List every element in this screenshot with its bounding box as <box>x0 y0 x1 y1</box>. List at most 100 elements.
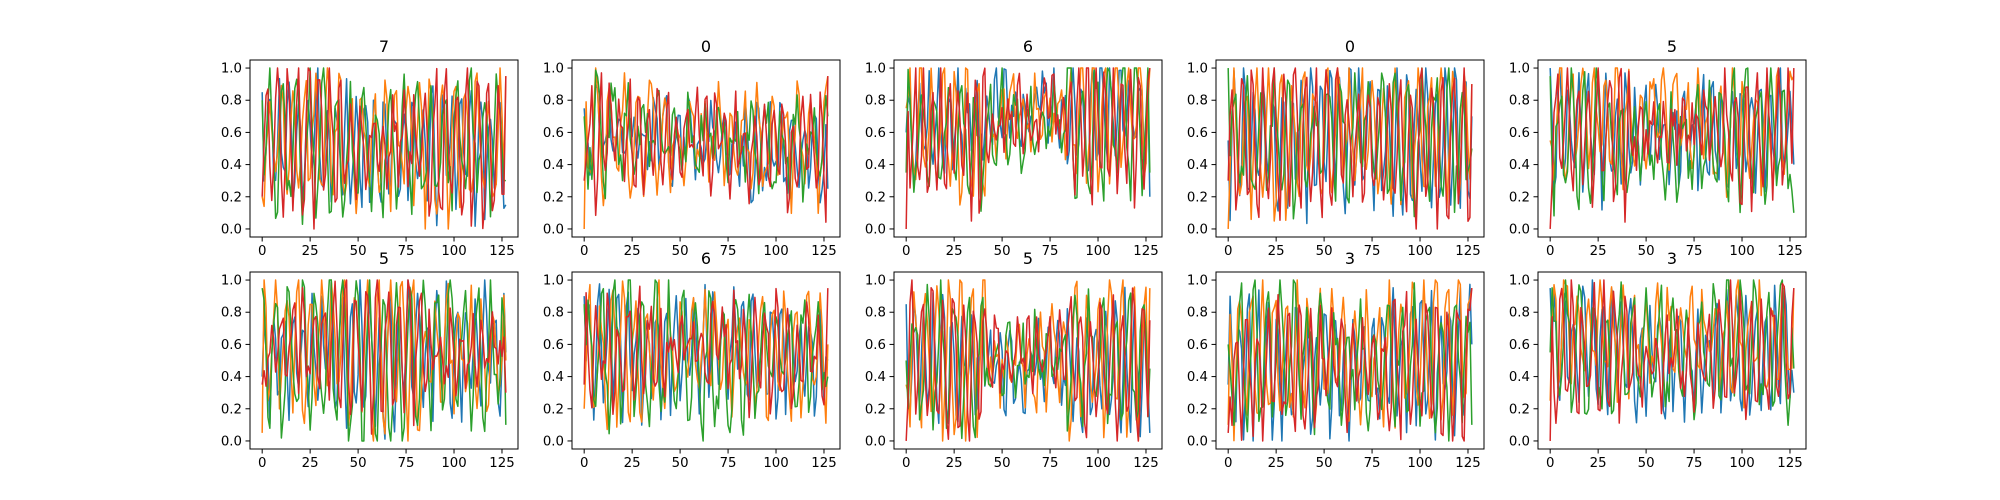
y-tick-label: 0.0 <box>221 222 242 237</box>
y-tick-label: 0.0 <box>1187 434 1208 449</box>
plot-frame <box>1537 59 1807 238</box>
y-tick-label: 0.4 <box>1187 158 1208 173</box>
x-tick-label: 50 <box>350 456 367 471</box>
y-tick-label: 1.0 <box>865 62 886 77</box>
plot-frame <box>571 59 841 238</box>
panel-title: 6 <box>1023 37 1033 56</box>
x-tick-label: 75 <box>1042 456 1059 471</box>
y-tick-label: 0.8 <box>1187 94 1208 109</box>
y-tick-label: 0.2 <box>1187 190 1208 205</box>
y-tick-label: 0.2 <box>865 402 886 417</box>
y-tick-label: 0.2 <box>1509 190 1530 205</box>
x-tick-label: 100 <box>1729 244 1754 259</box>
x-tick-label: 0 <box>1224 456 1232 471</box>
y-tick-label: 0.8 <box>865 306 886 321</box>
y-tick-label: 0.8 <box>221 306 242 321</box>
y-tick-label: 1.0 <box>1187 274 1208 289</box>
y-tick-label: 1.0 <box>543 274 564 289</box>
x-tick-label: 25 <box>1268 456 1285 471</box>
x-tick-label: 100 <box>1407 456 1432 471</box>
panel-title: 3 <box>1345 249 1355 268</box>
plot-frame <box>571 271 841 450</box>
y-tick-label: 0.6 <box>1187 338 1208 353</box>
y-tick-label: 1.0 <box>1509 62 1530 77</box>
x-tick-label: 75 <box>1686 456 1703 471</box>
y-tick-label: 1.0 <box>221 62 242 77</box>
x-tick-label: 50 <box>672 456 689 471</box>
y-tick-label: 0.2 <box>1187 402 1208 417</box>
x-tick-label: 125 <box>811 456 836 471</box>
panel-5: 0 25 50 75 100 125 0.0 0.2 0.4 0.6 0.8 1.0 5 <box>1509 37 1807 259</box>
x-tick-label: 75 <box>1364 244 1381 259</box>
x-tick-label: 100 <box>763 244 788 259</box>
panel-title: 0 <box>701 37 711 56</box>
y-tick-label: 0.6 <box>1187 126 1208 141</box>
y-tick-label: 0.4 <box>865 158 886 173</box>
x-tick-label: 25 <box>1268 244 1285 259</box>
series-line-2 <box>1227 67 1473 229</box>
y-tick-label: 0.4 <box>221 158 242 173</box>
y-tick-label: 0.4 <box>221 370 242 385</box>
panel-7: 0 25 50 75 100 125 0.0 0.2 0.4 0.6 0.8 1.0 6 <box>543 249 841 471</box>
panel-3: 0 25 50 75 100 125 0.0 0.2 0.4 0.6 0.8 1.0 6 <box>865 37 1163 259</box>
y-tick-label: 0.6 <box>543 126 564 141</box>
panel-title: 6 <box>701 249 711 268</box>
x-tick-label: 125 <box>1133 456 1158 471</box>
x-tick-label: 25 <box>946 456 963 471</box>
x-tick-label: 125 <box>1777 244 1802 259</box>
panel-10: 0 25 50 75 100 125 0.0 0.2 0.4 0.6 0.8 1.0 3 <box>1509 249 1807 471</box>
x-tick-label: 0 <box>1546 456 1554 471</box>
x-tick-label: 100 <box>763 456 788 471</box>
y-tick-label: 0.8 <box>221 94 242 109</box>
x-tick-label: 100 <box>1085 456 1110 471</box>
series-line-3 <box>261 279 507 442</box>
y-tick-label: 0.0 <box>543 434 564 449</box>
x-tick-label: 125 <box>1455 456 1480 471</box>
y-tick-label: 0.6 <box>1509 126 1530 141</box>
series-line-3 <box>583 69 829 203</box>
y-tick-label: 0.6 <box>865 338 886 353</box>
y-tick-label: 0.0 <box>865 434 886 449</box>
x-tick-label: 25 <box>1590 244 1607 259</box>
x-tick-label: 100 <box>1407 244 1432 259</box>
series-line-2 <box>583 279 829 431</box>
x-tick-label: 25 <box>946 244 963 259</box>
y-tick-label: 1.0 <box>1187 62 1208 77</box>
series-line-4 <box>1549 279 1795 441</box>
y-tick-label: 0.2 <box>1509 402 1530 417</box>
panel-title: 5 <box>379 249 389 268</box>
plot-frame <box>1215 59 1485 238</box>
panel-title: 5 <box>1023 249 1033 268</box>
panel-6: 0 25 50 75 100 125 0.0 0.2 0.4 0.6 0.8 1.0 5 <box>221 249 519 471</box>
x-tick-label: 75 <box>1042 244 1059 259</box>
series-line-4 <box>1227 67 1473 230</box>
y-tick-label: 0.4 <box>865 370 886 385</box>
series-line-4 <box>583 285 829 419</box>
x-tick-label: 25 <box>302 456 319 471</box>
y-tick-label: 0.0 <box>543 222 564 237</box>
y-tick-label: 0.0 <box>865 222 886 237</box>
x-tick-label: 50 <box>1638 244 1655 259</box>
x-tick-label: 125 <box>1133 244 1158 259</box>
x-tick-label: 100 <box>441 244 466 259</box>
x-tick-label: 125 <box>811 244 836 259</box>
x-tick-label: 0 <box>258 244 266 259</box>
series-line-3 <box>1227 67 1473 220</box>
y-tick-label: 0.8 <box>865 94 886 109</box>
x-tick-label: 25 <box>624 244 641 259</box>
x-tick-label: 100 <box>1085 244 1110 259</box>
y-tick-label: 0.2 <box>543 190 564 205</box>
panel-8: 0 25 50 75 100 125 0.0 0.2 0.4 0.6 0.8 1.0 5 <box>865 249 1163 471</box>
y-tick-label: 0.8 <box>1509 306 1530 321</box>
series-line-2 <box>905 279 1151 442</box>
panel-1: 0 25 50 75 100 125 0.0 0.2 0.4 0.6 0.8 1.0 7 <box>221 37 519 259</box>
x-tick-label: 50 <box>1316 456 1333 471</box>
y-tick-label: 0.8 <box>1509 94 1530 109</box>
y-tick-label: 0.4 <box>1509 158 1530 173</box>
y-tick-label: 0.2 <box>865 190 886 205</box>
y-tick-label: 0.4 <box>1187 370 1208 385</box>
y-tick-label: 1.0 <box>1509 274 1530 289</box>
panel-title: 3 <box>1667 249 1677 268</box>
x-tick-label: 75 <box>398 244 415 259</box>
y-tick-label: 0.4 <box>1509 370 1530 385</box>
